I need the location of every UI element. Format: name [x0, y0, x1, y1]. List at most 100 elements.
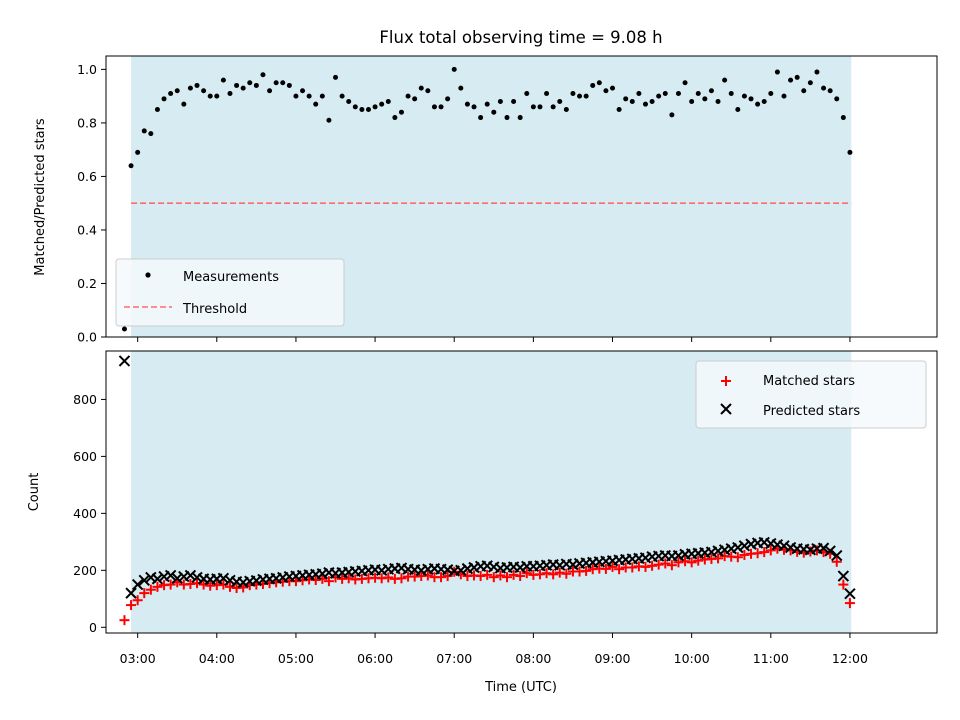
matched-star-point: [561, 568, 572, 579]
matched-star-point: [581, 565, 592, 576]
bottom-ytick-label: 200: [73, 563, 97, 578]
predicted-star-point: [184, 569, 197, 582]
top-axes-frame: [105, 55, 938, 338]
top-ytick-label: 1.0: [77, 62, 97, 77]
measurement-point: [702, 96, 708, 102]
measurement-point: [530, 104, 536, 110]
matched-star-point: [139, 588, 150, 599]
bottom-ytick-label: 0: [89, 620, 97, 635]
measurement-point: [807, 80, 813, 86]
predicted-star-point: [837, 570, 850, 582]
matched-star-point: [482, 569, 493, 580]
matched-star-point: [323, 576, 334, 587]
measurement-point: [708, 88, 714, 94]
measurement-point: [550, 104, 556, 110]
matched-star-point: [132, 595, 143, 606]
measurement-point: [121, 326, 127, 332]
top-legend-box: [115, 258, 345, 327]
bottom-xtick-label: 11:00: [753, 651, 789, 666]
measurement-point: [517, 115, 523, 121]
predicted-star-point: [217, 572, 230, 585]
matched-star-point: [442, 571, 453, 582]
measurement-point: [379, 101, 385, 107]
bottom-legend: Matched stars Predicted stars: [695, 360, 927, 429]
matched-star-point: [673, 557, 684, 568]
matched-star-point: [119, 615, 130, 626]
bottom-plot-marks: [118, 355, 856, 626]
legend-matched-label: Matched stars: [763, 374, 855, 389]
measurement-point: [583, 93, 589, 99]
measurement-point: [682, 80, 688, 86]
measurement-point: [788, 77, 794, 83]
measurement-point: [300, 88, 306, 94]
measurement-point: [728, 90, 734, 96]
measurement-point: [497, 98, 503, 104]
matched-star-point: [680, 556, 691, 567]
bottom-xtick-label: 07:00: [436, 651, 472, 666]
matched-star-point: [554, 567, 565, 578]
measurement-point: [273, 80, 279, 86]
measurement-point: [471, 104, 477, 110]
bottom-xtick-label: 08:00: [515, 651, 551, 666]
matched-star-point: [765, 545, 776, 556]
measurement-point: [675, 90, 681, 96]
measurement-point: [372, 104, 378, 110]
measurement-point: [577, 93, 583, 99]
measurement-point: [326, 117, 332, 123]
top-ytick-label: 0.2: [77, 276, 97, 291]
matched-star-point: [383, 572, 394, 583]
top-y-ticks: 0.0 0.2 0.4 0.6 0.8 1.0: [77, 62, 106, 345]
measurement-point: [201, 88, 207, 94]
measurement-point: [247, 80, 253, 86]
measurement-point: [187, 85, 193, 91]
measurement-point: [642, 101, 648, 107]
measurement-point: [405, 93, 411, 99]
matched-star-point: [521, 568, 532, 579]
measurement-point: [227, 90, 233, 96]
measurement-point: [669, 112, 675, 118]
top-ytick-label: 0.6: [77, 169, 97, 184]
measurement-point: [240, 85, 246, 91]
measurement-point: [768, 90, 774, 96]
measurement-point: [840, 115, 846, 121]
legend-predicted-label: Predicted stars: [763, 404, 860, 419]
bottom-xtick-label: 05:00: [278, 651, 314, 666]
matched-star-point: [343, 573, 354, 584]
measurement-point: [847, 149, 853, 155]
measurement-point: [385, 98, 391, 104]
measurement-point: [214, 93, 220, 99]
matched-star-point: [759, 547, 770, 558]
measurement-point: [596, 80, 602, 86]
bottom-xtick-label: 10:00: [674, 651, 710, 666]
measurement-point: [280, 80, 286, 86]
matched-star-point: [713, 553, 724, 564]
matched-star-point: [666, 560, 677, 571]
bottom-ytick-label: 800: [73, 392, 97, 407]
matched-star-point: [501, 572, 512, 583]
matched-star-point: [152, 581, 163, 592]
measurement-point: [544, 90, 550, 96]
matched-star-point: [436, 572, 447, 583]
bottom-xtick-label: 03:00: [120, 651, 156, 666]
measurement-point: [616, 107, 622, 113]
measurement-point: [735, 107, 741, 113]
matched-star-point: [607, 561, 618, 572]
matched-star-point: [224, 581, 235, 592]
measurement-point: [689, 98, 695, 104]
measurement-point: [636, 90, 642, 96]
measurement-point: [286, 82, 292, 88]
measurement-point: [313, 101, 319, 107]
measurement-point: [563, 107, 569, 113]
matched-star-point: [831, 556, 842, 567]
measurement-point: [207, 93, 213, 99]
measurement-point: [346, 98, 352, 104]
measurement-point: [537, 104, 543, 110]
top-legend: Measurements Threshold: [115, 258, 345, 327]
measurement-point: [194, 82, 200, 88]
measurement-point: [234, 82, 240, 88]
top-ytick-label: 0.0: [77, 330, 97, 345]
bottom-x-ticks: 03:00 04:00 05:00 06:00 07:00 08:00 09:00 10:00…: [120, 633, 868, 666]
legend-predicted-marker: [720, 403, 732, 415]
matched-star-point: [647, 560, 658, 571]
measurement-point: [174, 88, 180, 94]
